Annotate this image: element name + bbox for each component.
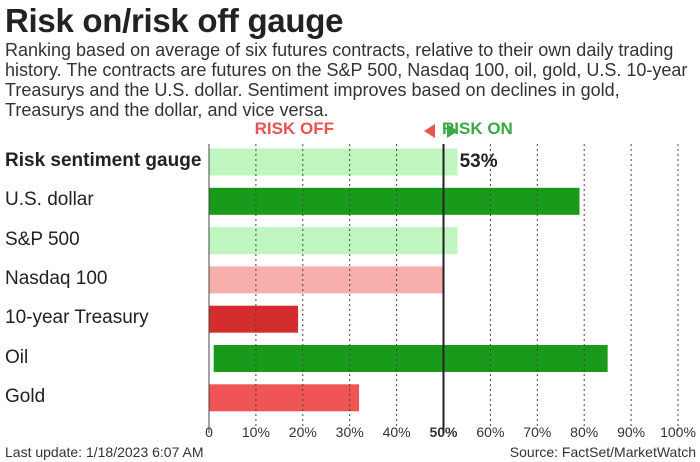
data-label: 53%: [459, 151, 498, 172]
bar-nasdaq-100: [209, 266, 444, 294]
chart-subtitle: Ranking based on average of six futures …: [5, 40, 688, 120]
x-tick-label: 90%: [617, 424, 645, 440]
category-label: Risk sentiment gauge: [5, 150, 202, 171]
bar-gold: [209, 384, 360, 412]
x-tick-label: 30%: [336, 424, 364, 440]
x-tick-label: 20%: [289, 424, 317, 440]
bar-u-s-dollar: [209, 187, 580, 215]
bar-s-p-500: [209, 227, 458, 255]
x-tick-label: 70%: [523, 424, 551, 440]
x-tick-label: 10%: [242, 424, 270, 440]
legend-risk-on: RISK ON: [442, 119, 513, 138]
bar-10-year-treasury: [209, 305, 299, 333]
category-label: U.S. dollar: [5, 189, 94, 211]
x-tick-label: 80%: [570, 424, 598, 440]
bar-oil: [213, 345, 608, 372]
category-label: Oil: [5, 346, 29, 368]
category-label: 10-year Treasury: [5, 307, 149, 329]
chart-title: Risk on/risk off gauge: [5, 2, 344, 39]
legend-risk-off: RISK OFF: [254, 119, 334, 138]
bar-risk-sentiment-gauge: [209, 148, 458, 176]
x-tick-label: 60%: [476, 424, 504, 440]
category-label: Nasdaq 100: [5, 267, 108, 289]
risk-on-arrow-icon: [447, 124, 458, 138]
category-label: S&P 500: [5, 228, 80, 250]
source-note: Source: FactSet/MarketWatch: [509, 444, 696, 460]
risk-off-arrow-icon: [424, 124, 435, 138]
x-tick-label: 100%: [660, 424, 696, 440]
last-update: Last update: 1/18/2023 6:07 AM: [5, 444, 204, 460]
category-label: Gold: [5, 385, 46, 407]
x-tick-label: 40%: [383, 424, 411, 440]
